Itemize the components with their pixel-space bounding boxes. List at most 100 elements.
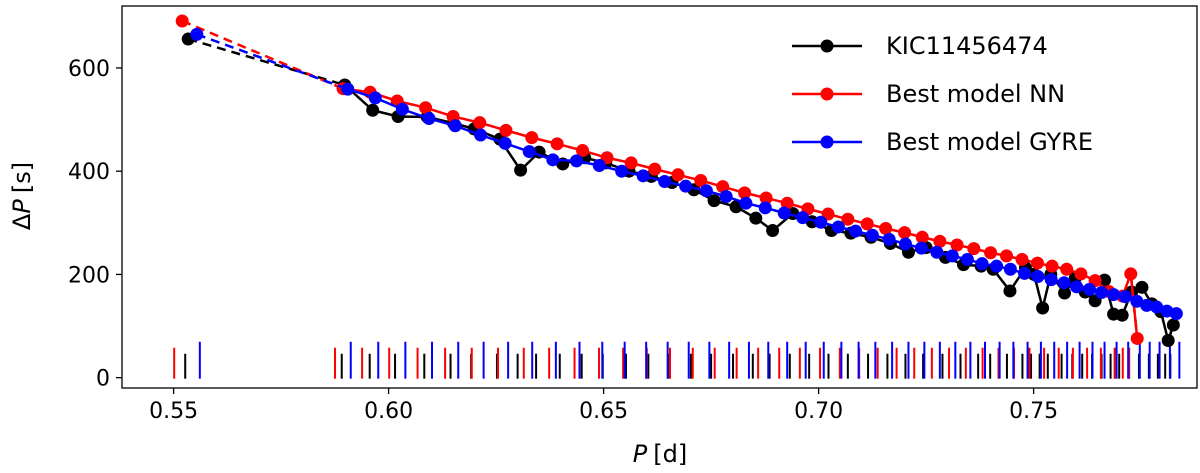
data-point (1060, 262, 1074, 276)
data-point (699, 184, 713, 198)
data-point (368, 91, 382, 105)
x-tick-label: 0.60 (364, 399, 413, 424)
series-extrapolation-2 (196, 33, 349, 91)
legend-marker-nn (820, 87, 834, 101)
data-point (1074, 267, 1088, 281)
legend-label-nn: Best model NN (886, 80, 1065, 108)
data-point (1098, 273, 1112, 287)
data-point (448, 119, 462, 133)
data-point (679, 179, 693, 193)
data-point (1115, 308, 1129, 322)
x-tick-label: 0.70 (794, 399, 843, 424)
data-point (522, 145, 536, 159)
legend-label-kic: KIC11456474 (886, 32, 1048, 60)
data-point (576, 144, 590, 158)
data-point (879, 221, 893, 235)
rug-layer (173, 341, 1181, 379)
data-point (914, 241, 928, 255)
data-point (1166, 318, 1180, 332)
data-point (738, 186, 752, 200)
data-point (1057, 276, 1071, 290)
data-point (975, 257, 989, 271)
data-point (1130, 294, 1144, 308)
data-point (1000, 249, 1014, 263)
data-point (1118, 290, 1132, 304)
series-2 (190, 27, 1183, 321)
plot-frame (121, 5, 1198, 389)
data-point (758, 201, 772, 215)
y-tick-label: 200 (68, 263, 110, 288)
data-point (796, 211, 810, 225)
data-point (395, 102, 409, 116)
x-tick-label: 0.75 (1009, 399, 1058, 424)
series-extrapolation-0 (187, 37, 346, 87)
axis-layer: 0.55 0.60 0.65 0.70 0.75 0 200 400 600 (68, 57, 1058, 424)
data-point (1124, 267, 1138, 281)
data-point (716, 180, 730, 194)
data-point (915, 230, 929, 244)
data-point (550, 137, 564, 151)
y-tick-label: 600 (68, 57, 110, 82)
data-point (658, 175, 672, 189)
series-layer (175, 14, 1183, 348)
data-point (898, 237, 912, 251)
data-point (1003, 284, 1017, 298)
data-point (1095, 286, 1109, 299)
data-point (570, 154, 584, 168)
data-point (671, 168, 685, 182)
data-point (1169, 307, 1183, 321)
data-point (719, 189, 733, 203)
data-point (984, 246, 998, 260)
data-point (1130, 331, 1144, 345)
data-point (841, 212, 855, 226)
data-point (525, 131, 539, 145)
data-point (615, 164, 629, 178)
data-point (990, 259, 1004, 273)
data-point (341, 82, 355, 96)
y-axis-label: ΔP[s] (8, 162, 36, 230)
data-point (707, 194, 721, 208)
data-point (865, 228, 879, 242)
data-point (648, 162, 662, 176)
data-point (930, 245, 944, 259)
series-extrapolation-1 (181, 19, 344, 90)
legend: KIC11456474 Best model NN Best model GYR… (792, 32, 1093, 156)
data-point (950, 238, 964, 252)
data-point (422, 112, 436, 126)
data-point (592, 159, 606, 173)
data-point (945, 249, 959, 263)
data-point (473, 116, 487, 130)
data-point (860, 217, 874, 231)
data-point (624, 156, 638, 170)
data-point (1018, 266, 1032, 280)
data-point (546, 153, 560, 167)
data-point (1031, 269, 1045, 283)
data-point (1107, 288, 1121, 302)
data-point (933, 234, 947, 248)
data-point (739, 196, 753, 210)
data-point (777, 206, 791, 220)
data-point (729, 200, 743, 214)
data-point (831, 220, 845, 234)
legend-marker-kic (820, 39, 834, 53)
data-point (694, 173, 708, 187)
x-tick-label: 0.55 (149, 399, 198, 424)
data-point (190, 27, 204, 41)
data-point (780, 196, 794, 210)
data-point (898, 226, 912, 240)
data-point (1083, 282, 1096, 296)
data-point (1070, 280, 1084, 294)
data-point (1030, 256, 1044, 270)
x-tick-label: 0.65 (579, 399, 628, 424)
data-point (759, 191, 773, 205)
data-point (960, 252, 974, 266)
y-tick-label: 400 (68, 160, 110, 185)
data-point (1150, 300, 1164, 314)
data-point (636, 169, 650, 183)
data-point (175, 14, 189, 28)
legend-marker-gyre (820, 135, 834, 149)
data-point (366, 103, 380, 117)
data-point (749, 211, 763, 225)
data-point (882, 232, 896, 246)
